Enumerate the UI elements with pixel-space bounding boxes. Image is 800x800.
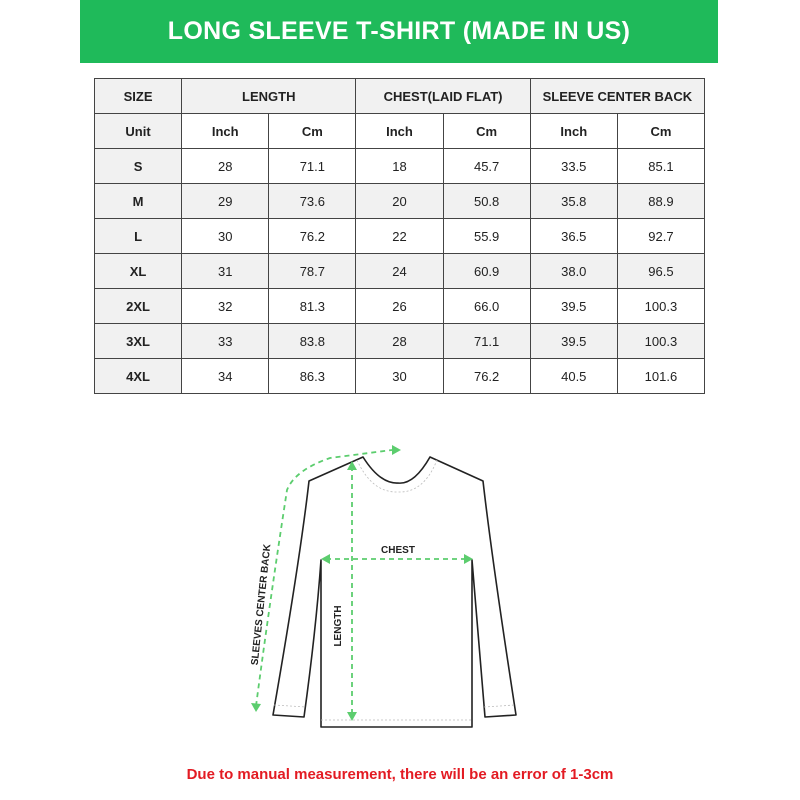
value-cell: 40.5 xyxy=(529,358,618,394)
arrow-icon xyxy=(347,461,357,470)
arrow-icon xyxy=(392,445,401,455)
value-cell: 32 xyxy=(181,288,270,324)
value-cell: 60.9 xyxy=(442,253,531,289)
value-cell: 33.5 xyxy=(529,148,618,184)
value-cell: 36.5 xyxy=(529,218,618,254)
value-cell: 24 xyxy=(355,253,444,289)
unit-header: Inch xyxy=(181,113,270,149)
value-cell: 31 xyxy=(181,253,270,289)
size-table: SIZE LENGTH CHEST(LAID FLAT) SLEEVE CENTER … xyxy=(93,78,706,394)
group-header-row: SIZE LENGTH CHEST(LAID FLAT) SLEEVE CENTER … xyxy=(93,78,706,114)
table-row: M 29 73.6 20 50.8 35.8 88.9 xyxy=(93,183,706,219)
value-cell: 34 xyxy=(181,358,270,394)
unit-row: Unit Inch Cm Inch Cm Inch Cm xyxy=(93,113,706,149)
group-header: SIZE xyxy=(93,78,183,114)
size-cell: L xyxy=(93,218,183,254)
value-cell: 101.6 xyxy=(616,358,706,394)
size-cell: 4XL xyxy=(93,358,183,394)
unit-header: Cm xyxy=(616,113,706,149)
value-cell: 55.9 xyxy=(442,218,531,254)
measurement-note: Due to manual measurement, there will be… xyxy=(186,766,614,783)
cuff-stitch-left xyxy=(273,704,307,708)
arrow-icon xyxy=(251,703,261,712)
value-cell: 96.5 xyxy=(616,253,706,289)
value-cell: 100.3 xyxy=(616,323,706,359)
value-cell: 30 xyxy=(181,218,270,254)
title-banner: LONG SLEEVE T-SHIRT (MADE IN US) xyxy=(80,0,718,63)
chest-label: CHEST xyxy=(381,545,415,556)
size-cell: XL xyxy=(93,253,183,289)
unit-header: Cm xyxy=(268,113,357,149)
table-row: 4XL 34 86.3 30 76.2 40.5 101.6 xyxy=(93,358,706,394)
cuff-stitch-right xyxy=(483,704,516,708)
table-row: 2XL 32 81.3 26 66.0 39.5 100.3 xyxy=(93,288,706,324)
unit-header: Inch xyxy=(529,113,618,149)
value-cell: 33 xyxy=(181,323,270,359)
value-cell: 81.3 xyxy=(268,288,357,324)
value-cell: 92.7 xyxy=(616,218,706,254)
value-cell: 86.3 xyxy=(268,358,357,394)
value-cell: 76.2 xyxy=(442,358,531,394)
value-cell: 22 xyxy=(355,218,444,254)
arrow-icon xyxy=(347,712,357,721)
table-row: 3XL 33 83.8 28 71.1 39.5 100.3 xyxy=(93,323,706,359)
value-cell: 29 xyxy=(181,183,270,219)
value-cell: 71.1 xyxy=(442,323,531,359)
value-cell: 18 xyxy=(355,148,444,184)
value-cell: 39.5 xyxy=(529,323,618,359)
table-row: L 30 76.2 22 55.9 36.5 92.7 xyxy=(93,218,706,254)
value-cell: 30 xyxy=(355,358,444,394)
sleeve-measure-line xyxy=(255,449,393,707)
unit-header: Unit xyxy=(93,113,183,149)
shirt-outline xyxy=(272,456,517,728)
value-cell: 39.5 xyxy=(529,288,618,324)
value-cell: 50.8 xyxy=(442,183,531,219)
value-cell: 78.7 xyxy=(268,253,357,289)
value-cell: 38.0 xyxy=(529,253,618,289)
arrow-icon xyxy=(321,554,330,564)
group-header: SLEEVE CENTER BACK xyxy=(529,78,706,114)
value-cell: 28 xyxy=(355,323,444,359)
value-cell: 100.3 xyxy=(616,288,706,324)
length-label: LENGTH xyxy=(333,605,344,646)
size-cell: 2XL xyxy=(93,288,183,324)
unit-header: Inch xyxy=(355,113,444,149)
group-header: CHEST(LAID FLAT) xyxy=(355,78,531,114)
arrow-icon xyxy=(464,554,473,564)
group-header: LENGTH xyxy=(181,78,357,114)
unit-header: Cm xyxy=(442,113,531,149)
table-row: XL 31 78.7 24 60.9 38.0 96.5 xyxy=(93,253,706,289)
